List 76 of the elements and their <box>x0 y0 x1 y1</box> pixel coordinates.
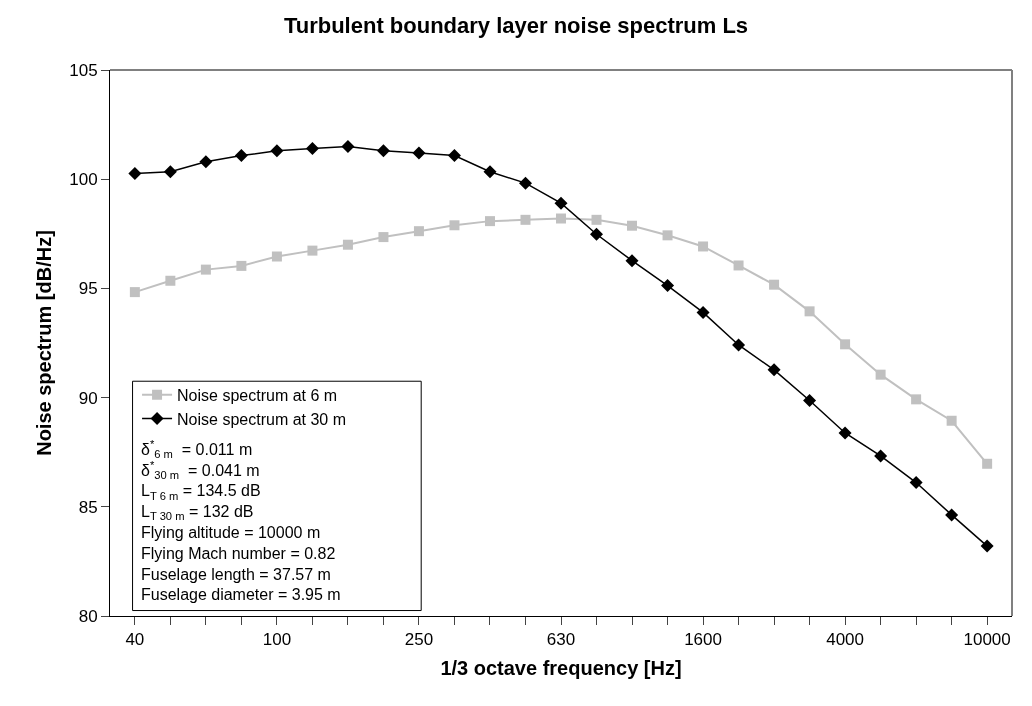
point <box>696 305 710 319</box>
x-tick-label: 250 <box>404 630 434 650</box>
chart-title: Turbulent boundary layer noise spectrum Ls <box>283 13 749 39</box>
x-tick-label: 40 <box>125 630 145 650</box>
y-tick-label: 80 <box>78 606 98 626</box>
annotation: L$_{T 6 m}$ = 134.5 dB <box>141 482 261 502</box>
point <box>591 214 602 225</box>
point <box>838 426 852 440</box>
point <box>662 230 673 241</box>
x-tick-label: 4000 <box>826 630 864 650</box>
point <box>305 142 319 156</box>
point <box>982 458 993 469</box>
point <box>234 149 248 163</box>
point <box>412 146 426 160</box>
point <box>946 415 957 426</box>
point <box>518 176 532 190</box>
point <box>769 279 780 290</box>
point <box>698 241 709 252</box>
point <box>165 275 176 286</box>
point <box>627 220 638 231</box>
point <box>556 213 566 224</box>
point <box>342 239 353 250</box>
point <box>911 394 922 405</box>
legend-label: Noise spectrum at 30 m <box>177 410 347 428</box>
point <box>129 287 140 298</box>
point <box>270 144 284 158</box>
point <box>413 226 424 237</box>
point <box>341 139 355 153</box>
point <box>163 165 177 179</box>
y-axis-title: Noise spectrum [dB/Hz] <box>32 230 55 456</box>
point <box>590 227 604 241</box>
point <box>732 338 746 352</box>
annotation: Fuselage length = 37.57 m <box>141 565 331 583</box>
point <box>733 260 744 271</box>
annotation: L$_{T 30 m}$ = 132 dB <box>141 503 254 523</box>
point <box>803 393 817 407</box>
point <box>840 339 851 350</box>
point <box>307 245 318 256</box>
point <box>236 260 247 271</box>
point <box>376 144 390 158</box>
point <box>271 251 282 262</box>
point <box>875 369 886 380</box>
y-tick-label: 105 <box>69 60 98 80</box>
point <box>484 216 495 227</box>
point <box>200 264 211 275</box>
annotation: Fuselage diameter = 3.95 m <box>141 586 341 604</box>
annotation: Flying Mach number = 0.82 <box>141 544 336 562</box>
point <box>661 279 675 293</box>
x-tick-label: 10000 <box>963 630 1011 650</box>
point <box>625 254 639 268</box>
point <box>449 220 460 231</box>
annotation: Flying altitude = 10000 m <box>141 523 321 541</box>
y-tick-label: 100 <box>69 170 98 190</box>
point <box>128 167 142 181</box>
point <box>804 306 815 317</box>
y-tick-label: 90 <box>78 388 98 408</box>
point <box>909 476 923 490</box>
y-tick-label: 95 <box>78 279 98 299</box>
point <box>767 363 781 377</box>
point <box>554 196 568 210</box>
point <box>378 232 389 243</box>
point <box>199 155 213 169</box>
point <box>520 214 531 225</box>
point <box>483 165 497 179</box>
legend-label: Noise spectrum at 6 m <box>177 386 338 404</box>
x-axis-title: 1/3 octave frequency [Hz] <box>440 656 682 679</box>
x-tick-label: 100 <box>262 630 292 650</box>
point <box>874 449 888 463</box>
annotation: δ$^{*}$$_{6 m}$ = 0.011 m <box>141 438 253 461</box>
point <box>447 149 461 163</box>
y-tick-label: 85 <box>78 497 98 517</box>
annotation: δ$^{*}$$_{30 m}$ = 0.041 m <box>141 458 260 481</box>
point <box>980 539 994 553</box>
point <box>945 508 959 522</box>
x-tick-label: 630 <box>546 630 576 650</box>
x-tick-label: 1600 <box>684 630 722 650</box>
